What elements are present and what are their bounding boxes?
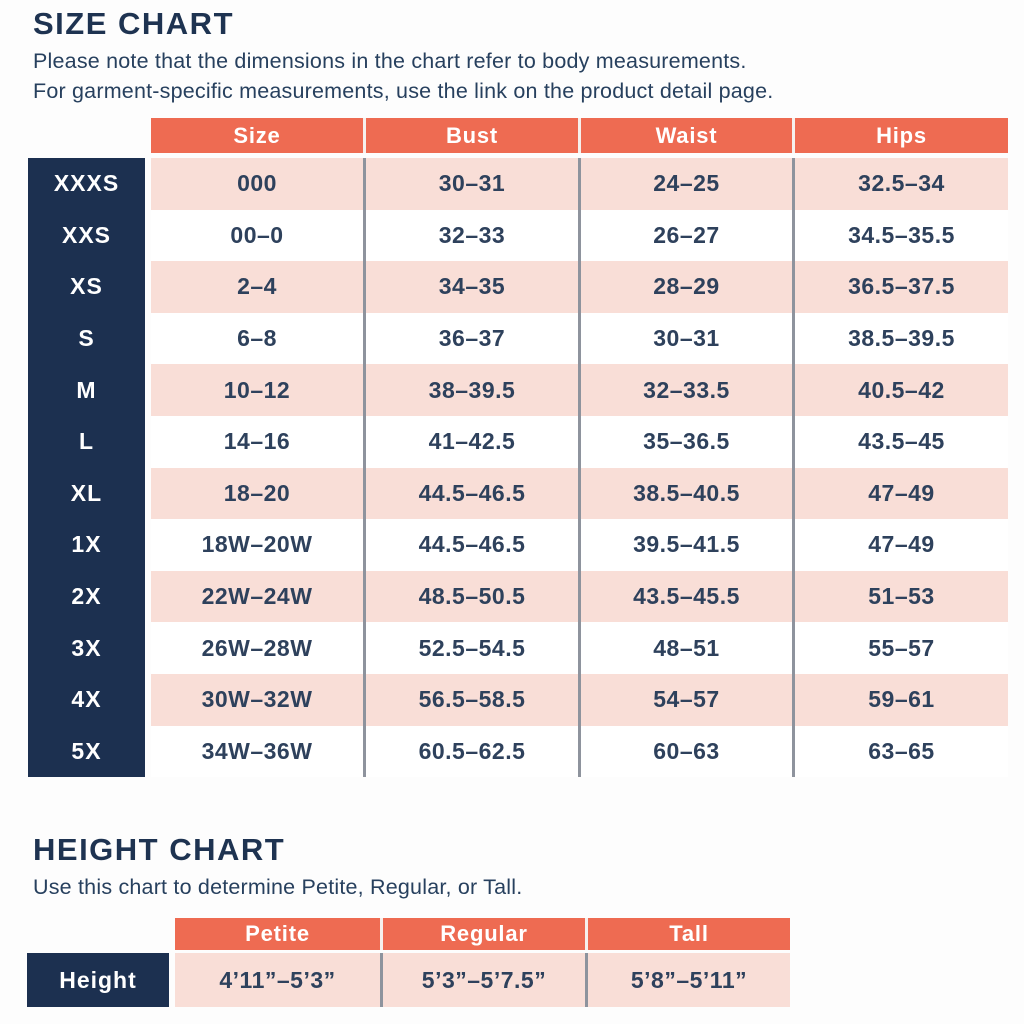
column-header-waist: Waist — [578, 118, 792, 153]
size-chart-note-line1: Please note that the dimensions in the c… — [33, 49, 747, 73]
hips-cell: 47–49 — [792, 519, 1008, 571]
size-cell: 10–12 — [151, 364, 363, 416]
table-row-1x: 1X 18W–20W 44.5–46.5 39.5–41.5 47–49 — [28, 519, 1008, 571]
size-cell: 2–4 — [151, 261, 363, 313]
hips-cell: 38.5–39.5 — [792, 312, 1008, 365]
bust-cell: 30–31 — [363, 158, 578, 210]
size-cell: 000 — [151, 158, 363, 210]
height-chart-note: Use this chart to determine Petite, Regu… — [33, 875, 523, 899]
waist-cell: 38.5–40.5 — [578, 467, 792, 520]
table-row-2x: 2X 22W–24W 48.5–50.5 43.5–45.5 51–53 — [28, 570, 1008, 623]
height-chart-title: HEIGHT CHART — [33, 832, 286, 867]
waist-cell: 48–51 — [578, 622, 792, 674]
table-row-xxxs: XXXS 000 30–31 24–25 32.5–34 — [28, 158, 1008, 210]
table-row-s: S 6–8 36–37 30–31 38.5–39.5 — [28, 312, 1008, 365]
row-label: XL — [28, 467, 151, 520]
bust-cell: 48.5–50.5 — [363, 570, 578, 623]
hips-cell: 43.5–45 — [792, 415, 1008, 468]
size-cell: 34W–36W — [151, 725, 363, 778]
hips-cell: 47–49 — [792, 467, 1008, 520]
bust-cell: 32–33 — [363, 209, 578, 262]
table-corner-spacer — [28, 118, 151, 153]
row-label-height: Height — [27, 953, 175, 1007]
size-chart-note: Please note that the dimensions in the c… — [33, 46, 773, 106]
hips-cell: 34.5–35.5 — [792, 209, 1008, 262]
size-cell: 6–8 — [151, 312, 363, 365]
waist-cell: 24–25 — [578, 158, 792, 210]
bust-cell: 52.5–54.5 — [363, 622, 578, 674]
bust-cell: 44.5–46.5 — [363, 519, 578, 571]
column-header-petite: Petite — [175, 918, 380, 950]
size-cell: 30W–32W — [151, 673, 363, 726]
hips-cell: 36.5–37.5 — [792, 261, 1008, 313]
bust-cell: 44.5–46.5 — [363, 467, 578, 520]
waist-cell: 54–57 — [578, 673, 792, 726]
waist-cell: 30–31 — [578, 312, 792, 365]
hips-cell: 63–65 — [792, 725, 1008, 778]
table-row-3x: 3X 26W–28W 52.5–54.5 48–51 55–57 — [28, 622, 1008, 674]
size-cell: 22W–24W — [151, 570, 363, 623]
table-row-xs: XS 2–4 34–35 28–29 36.5–37.5 — [28, 261, 1008, 313]
row-label: L — [28, 415, 151, 468]
regular-cell: 5’3”–5’7.5” — [380, 953, 585, 1007]
column-header-size: Size — [151, 118, 363, 153]
size-chart-header: SIZE CHART Please note that the dimensio… — [33, 6, 773, 106]
hips-cell: 40.5–42 — [792, 364, 1008, 416]
height-chart-table: Petite Regular Tall Height 4’11”–5’3” 5’… — [27, 918, 790, 1007]
row-label: XS — [28, 261, 151, 313]
table-row-5x: 5X 34W–36W 60.5–62.5 60–63 63–65 — [28, 725, 1008, 778]
row-label: S — [28, 312, 151, 365]
bust-cell: 36–37 — [363, 312, 578, 365]
height-table-header-row: Petite Regular Tall — [27, 918, 790, 950]
size-cell: 14–16 — [151, 415, 363, 468]
hips-cell: 59–61 — [792, 673, 1008, 726]
size-cell: 18–20 — [151, 467, 363, 520]
waist-cell: 35–36.5 — [578, 415, 792, 468]
row-label: 1X — [28, 519, 151, 571]
size-chart-note-line2: For garment-specific measurements, use t… — [33, 79, 774, 103]
waist-cell: 43.5–45.5 — [578, 570, 792, 623]
column-header-tall: Tall — [585, 918, 790, 950]
bust-cell: 60.5–62.5 — [363, 725, 578, 778]
waist-cell: 28–29 — [578, 261, 792, 313]
table-row-4x: 4X 30W–32W 56.5–58.5 54–57 59–61 — [28, 673, 1008, 726]
waist-cell: 26–27 — [578, 209, 792, 262]
column-header-regular: Regular — [380, 918, 585, 950]
row-label: 5X — [28, 725, 151, 778]
table-row-m: M 10–12 38–39.5 32–33.5 40.5–42 — [28, 364, 1008, 416]
size-cell: 00–0 — [151, 209, 363, 262]
row-label: M — [28, 364, 151, 416]
waist-cell: 32–33.5 — [578, 364, 792, 416]
size-chart-title: SIZE CHART — [33, 6, 234, 41]
petite-cell: 4’11”–5’3” — [175, 953, 380, 1007]
height-table-row: Height 4’11”–5’3” 5’3”–5’7.5” 5’8”–5’11” — [27, 953, 790, 1007]
row-label: XXS — [28, 209, 151, 262]
row-label: 3X — [28, 622, 151, 674]
row-label: 2X — [28, 570, 151, 623]
table-row-l: L 14–16 41–42.5 35–36.5 43.5–45 — [28, 415, 1008, 468]
tall-cell: 5’8”–5’11” — [585, 953, 790, 1007]
waist-cell: 39.5–41.5 — [578, 519, 792, 571]
waist-cell: 60–63 — [578, 725, 792, 778]
size-table-header-row: Size Bust Waist Hips — [28, 118, 1008, 153]
bust-cell: 38–39.5 — [363, 364, 578, 416]
table-row-xxs: XXS 00–0 32–33 26–27 34.5–35.5 — [28, 209, 1008, 262]
table-corner-spacer — [27, 918, 175, 950]
bust-cell: 34–35 — [363, 261, 578, 313]
height-chart-header: HEIGHT CHART Use this chart to determine… — [33, 832, 522, 902]
size-cell: 26W–28W — [151, 622, 363, 674]
bust-cell: 41–42.5 — [363, 415, 578, 468]
hips-cell: 32.5–34 — [792, 158, 1008, 210]
size-chart-table: Size Bust Waist Hips XXXS 000 30–31 24–2… — [28, 118, 1008, 778]
hips-cell: 55–57 — [792, 622, 1008, 674]
size-cell: 18W–20W — [151, 519, 363, 571]
bust-cell: 56.5–58.5 — [363, 673, 578, 726]
column-header-bust: Bust — [363, 118, 578, 153]
row-label: XXXS — [28, 158, 151, 210]
row-label: 4X — [28, 673, 151, 726]
hips-cell: 51–53 — [792, 570, 1008, 623]
table-row-xl: XL 18–20 44.5–46.5 38.5–40.5 47–49 — [28, 467, 1008, 520]
column-header-hips: Hips — [792, 118, 1008, 153]
